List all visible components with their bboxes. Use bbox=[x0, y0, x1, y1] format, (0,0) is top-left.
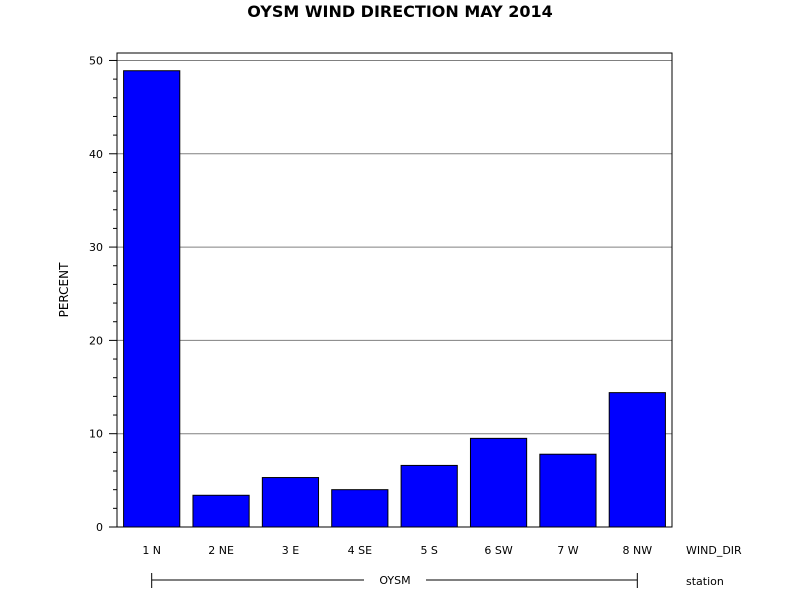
bar bbox=[331, 489, 389, 528]
x-tick-label: 6 SW bbox=[484, 544, 512, 557]
y-tick-label: 20 bbox=[89, 334, 103, 347]
y-tick-label: 10 bbox=[89, 428, 103, 441]
tick-labels: 1 N 2 NE 3 E 4 SE 5 S 6 SW 7 W 8 NW 0 10 20 30 40 50 bbox=[89, 54, 652, 557]
x-tick-label: 1 N bbox=[142, 544, 161, 557]
axes bbox=[109, 52, 673, 588]
bar bbox=[539, 453, 597, 528]
plot-frame bbox=[116, 52, 673, 528]
y-tick-label: 40 bbox=[89, 148, 103, 161]
x-tick-label: 4 SE bbox=[348, 544, 372, 557]
chart-title: OYSM WIND DIRECTION MAY 2014 bbox=[247, 2, 553, 21]
y-tick-label: 30 bbox=[89, 241, 103, 254]
y-tick-label: 50 bbox=[89, 54, 103, 67]
bar bbox=[123, 70, 181, 528]
group-name-label: OYSM bbox=[379, 574, 410, 587]
y-tick-label: 0 bbox=[96, 521, 103, 534]
x-tick-label: 2 NE bbox=[208, 544, 234, 557]
bar bbox=[608, 392, 666, 528]
x-tick-label: 7 W bbox=[557, 544, 578, 557]
x-tick-label: 3 E bbox=[282, 544, 299, 557]
x-tick-label: 5 S bbox=[420, 544, 437, 557]
bars bbox=[123, 70, 666, 528]
x-axis-label: WIND_DIR bbox=[686, 544, 742, 557]
bar bbox=[469, 437, 528, 528]
bar bbox=[261, 477, 320, 528]
bar bbox=[192, 494, 250, 528]
x-tick-label: 8 NW bbox=[623, 544, 653, 557]
y-axis-label: PERCENT bbox=[57, 262, 71, 317]
group-axis-label: station bbox=[686, 575, 724, 588]
bar bbox=[400, 464, 458, 528]
gridlines bbox=[117, 59, 672, 435]
